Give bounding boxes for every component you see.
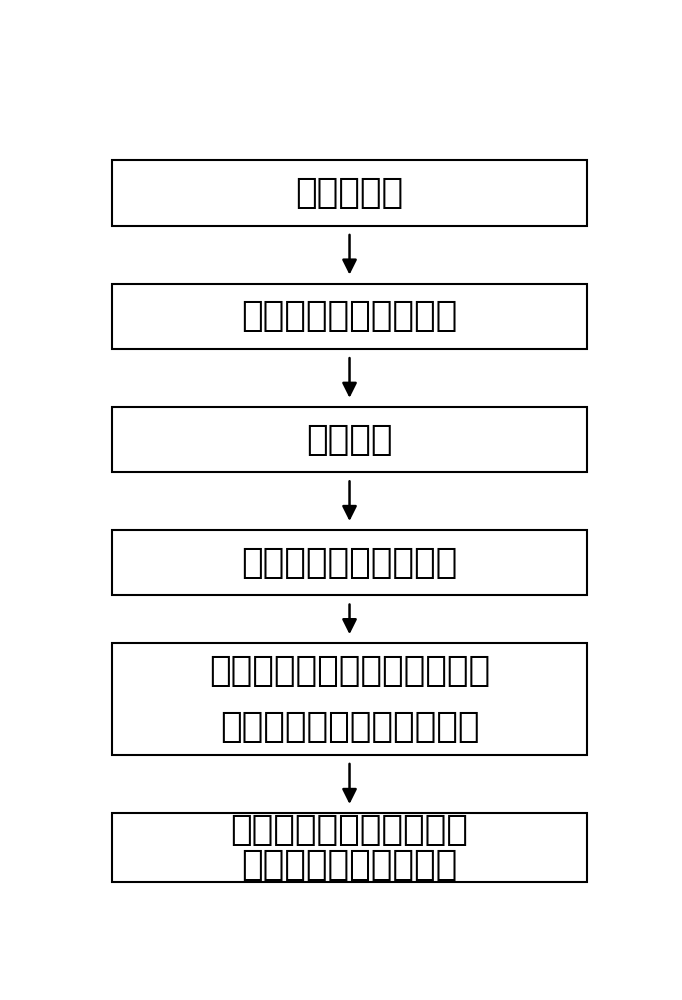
Bar <box>112 407 587 472</box>
Bar <box>112 643 587 755</box>
Text: 对样本相似度进行度量: 对样本相似度进行度量 <box>241 848 458 882</box>
Text: 计算多尺度特征映射对在多尺: 计算多尺度特征映射对在多尺 <box>209 654 490 688</box>
Text: 生成多尺度特征映射对: 生成多尺度特征映射对 <box>241 546 458 580</box>
Bar <box>112 160 587 226</box>
Text: 采用多尺度度量学习模型: 采用多尺度度量学习模型 <box>231 813 469 847</box>
Text: 建立数据集: 建立数据集 <box>295 176 404 210</box>
Text: 度关系生成网络的关系得分: 度关系生成网络的关系得分 <box>220 710 479 744</box>
Text: 迁移学习: 迁移学习 <box>306 423 393 457</box>
Bar <box>112 284 587 349</box>
Bar <box>112 813 587 882</box>
Bar <box>112 530 587 595</box>
Text: 生成多尺度特征映射层: 生成多尺度特征映射层 <box>241 299 458 333</box>
